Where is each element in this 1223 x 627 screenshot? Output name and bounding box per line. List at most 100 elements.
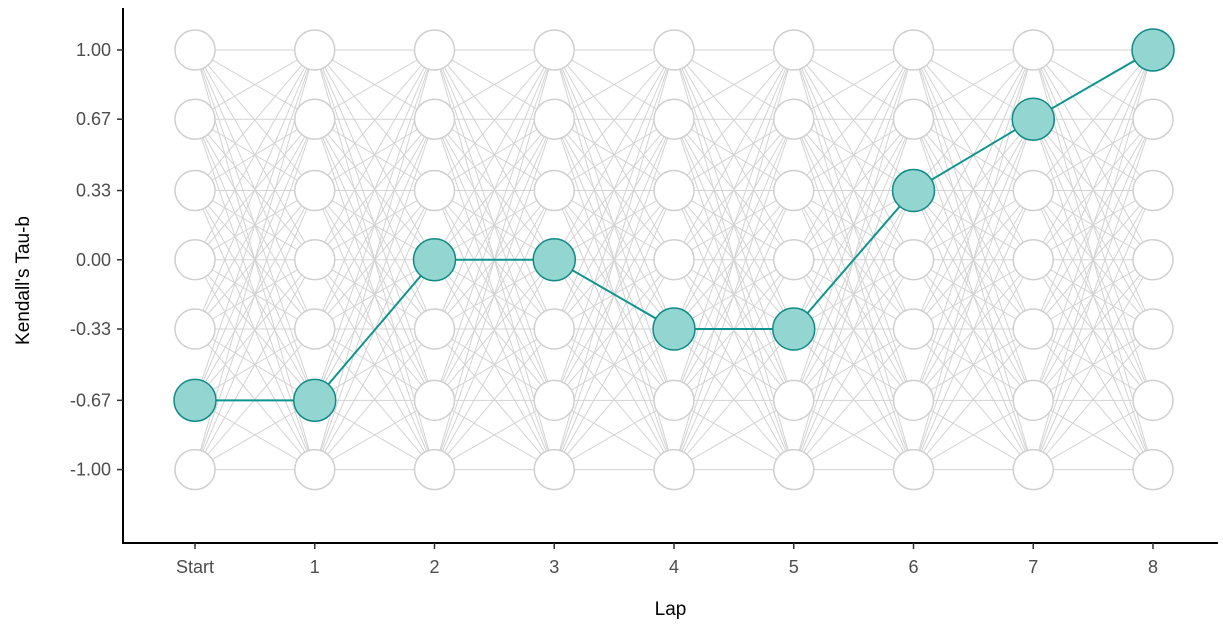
network-edge <box>1032 259 1154 470</box>
empty-node <box>773 169 815 212</box>
empty-node <box>174 169 216 212</box>
empty-node <box>892 379 935 422</box>
empty-node <box>294 98 336 140</box>
empty-node <box>413 98 456 140</box>
network-edge <box>793 328 914 470</box>
empty-node <box>294 448 336 491</box>
empty-node <box>533 29 575 71</box>
network-edge <box>194 49 316 120</box>
y-tick-label: 0.00 <box>76 250 111 270</box>
network-edge <box>434 49 555 401</box>
empty-node <box>413 379 456 422</box>
network-edge <box>673 49 795 330</box>
network-edge <box>314 119 435 470</box>
network-edge <box>913 49 1034 401</box>
data-point <box>412 238 457 282</box>
network-edge <box>1032 49 1154 261</box>
data-point <box>173 378 217 423</box>
empty-node <box>892 308 935 350</box>
network-edge <box>1032 328 1154 470</box>
empty-node <box>892 448 935 491</box>
network-edge <box>194 49 316 261</box>
y-tick-label: -1.00 <box>70 460 111 480</box>
network-edge <box>913 259 1034 470</box>
empty-node <box>174 239 216 281</box>
network-edge <box>314 49 435 191</box>
empty-node <box>533 448 575 491</box>
y-tick-label: 0.67 <box>76 109 111 129</box>
empty-node <box>1012 239 1054 281</box>
network-edge <box>553 49 675 261</box>
network-edge <box>673 119 795 470</box>
empty-node <box>1132 239 1174 281</box>
data-point <box>532 238 576 282</box>
empty-node <box>174 448 216 491</box>
network-edge <box>553 190 675 470</box>
network-edge <box>1032 399 1154 471</box>
network-edge <box>673 190 795 470</box>
empty-node <box>294 169 336 212</box>
network-edge <box>553 259 675 470</box>
network-edge <box>553 49 675 401</box>
x-tick-label: 4 <box>669 557 679 577</box>
empty-node <box>413 169 456 212</box>
data-point <box>652 307 696 351</box>
network-edge <box>913 328 1034 470</box>
empty-node <box>174 29 216 71</box>
empty-node <box>1132 379 1174 422</box>
empty-node <box>294 308 336 350</box>
network-edge <box>673 49 795 120</box>
network-edge <box>793 190 914 470</box>
empty-node <box>533 98 575 140</box>
network-edge <box>673 259 795 470</box>
network-edge <box>194 399 316 471</box>
empty-node <box>533 379 575 422</box>
network-edge <box>553 399 675 471</box>
empty-node <box>1012 169 1054 212</box>
network-edge <box>913 190 1034 470</box>
network-edge <box>434 49 555 261</box>
network-edge <box>194 328 316 470</box>
empty-node <box>294 239 336 281</box>
network-edge <box>194 190 316 470</box>
network-edge <box>673 399 795 471</box>
network-edge <box>673 49 795 261</box>
x-tick-label: 2 <box>429 557 439 577</box>
network-edge <box>194 259 316 470</box>
y-tick-label: -0.67 <box>70 390 111 410</box>
network-edge <box>913 49 1034 330</box>
series-path <box>173 28 1175 423</box>
x-tick-label: Start <box>176 557 214 577</box>
network-edge <box>913 399 1034 471</box>
network-edge <box>673 49 795 191</box>
network-edge <box>793 49 914 261</box>
data-point <box>891 168 936 213</box>
network-edge <box>913 49 1034 191</box>
network-edge <box>553 49 675 191</box>
network-edge <box>314 259 435 470</box>
empty-node <box>773 239 815 281</box>
y-tick-label: -0.33 <box>70 319 111 339</box>
empty-node <box>1012 448 1054 491</box>
network-edge <box>314 328 435 470</box>
empty-node <box>892 98 935 140</box>
network-edge <box>314 49 435 261</box>
network-edge <box>1032 49 1154 330</box>
empty-node <box>1132 448 1174 491</box>
empty-nodes <box>174 29 1174 491</box>
network-edge <box>1032 190 1154 470</box>
empty-node <box>413 448 456 491</box>
empty-node <box>413 308 456 350</box>
network-edge <box>314 399 435 471</box>
empty-node <box>773 98 815 140</box>
empty-node <box>773 448 815 491</box>
network-edge <box>913 49 1034 120</box>
network-edge <box>194 119 316 470</box>
empty-node <box>892 29 935 71</box>
empty-node <box>1012 308 1054 350</box>
empty-node <box>653 29 695 71</box>
network-edge <box>1032 49 1154 191</box>
network-edge <box>1032 119 1154 470</box>
